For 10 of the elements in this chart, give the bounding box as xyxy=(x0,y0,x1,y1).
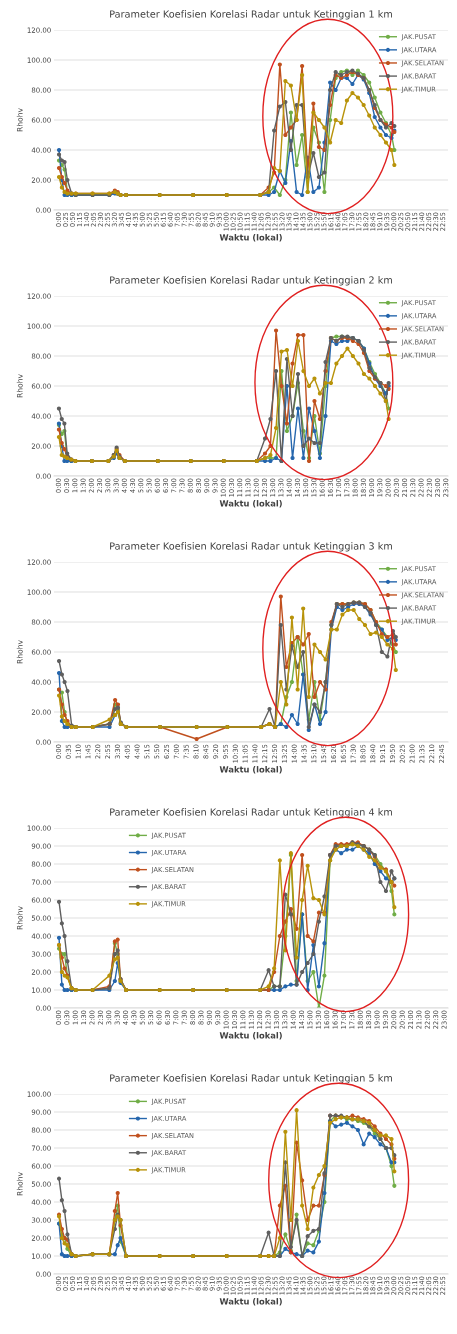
x-axis-title: Waktu (lokal) xyxy=(219,1032,282,1040)
chart-title: Parameter Koefisien Korelasi Radar untuk Ketinggian 4 km xyxy=(110,808,392,818)
x-axis-title: Waktu (lokal) xyxy=(219,500,282,508)
chart-title: Parameter Koefisien Korelasi Radar untuk Ketinggian 3 km xyxy=(110,542,392,552)
x-axis-title: Waktu (lokal) xyxy=(219,1298,282,1306)
chart-title: Parameter Koefisien Korelasi Radar untuk Ketinggian 5 km xyxy=(110,1074,392,1084)
x-axis-title: Waktu (lokal) xyxy=(219,766,282,774)
chart-title: Parameter Koefisien Korelasi Radar untuk Ketinggian 1 km xyxy=(110,10,392,20)
x-axis-title: Waktu (lokal) xyxy=(219,234,282,242)
chart-title: Parameter Koefisien Korelasi Radar untuk Ketinggian 2 km xyxy=(110,276,392,286)
